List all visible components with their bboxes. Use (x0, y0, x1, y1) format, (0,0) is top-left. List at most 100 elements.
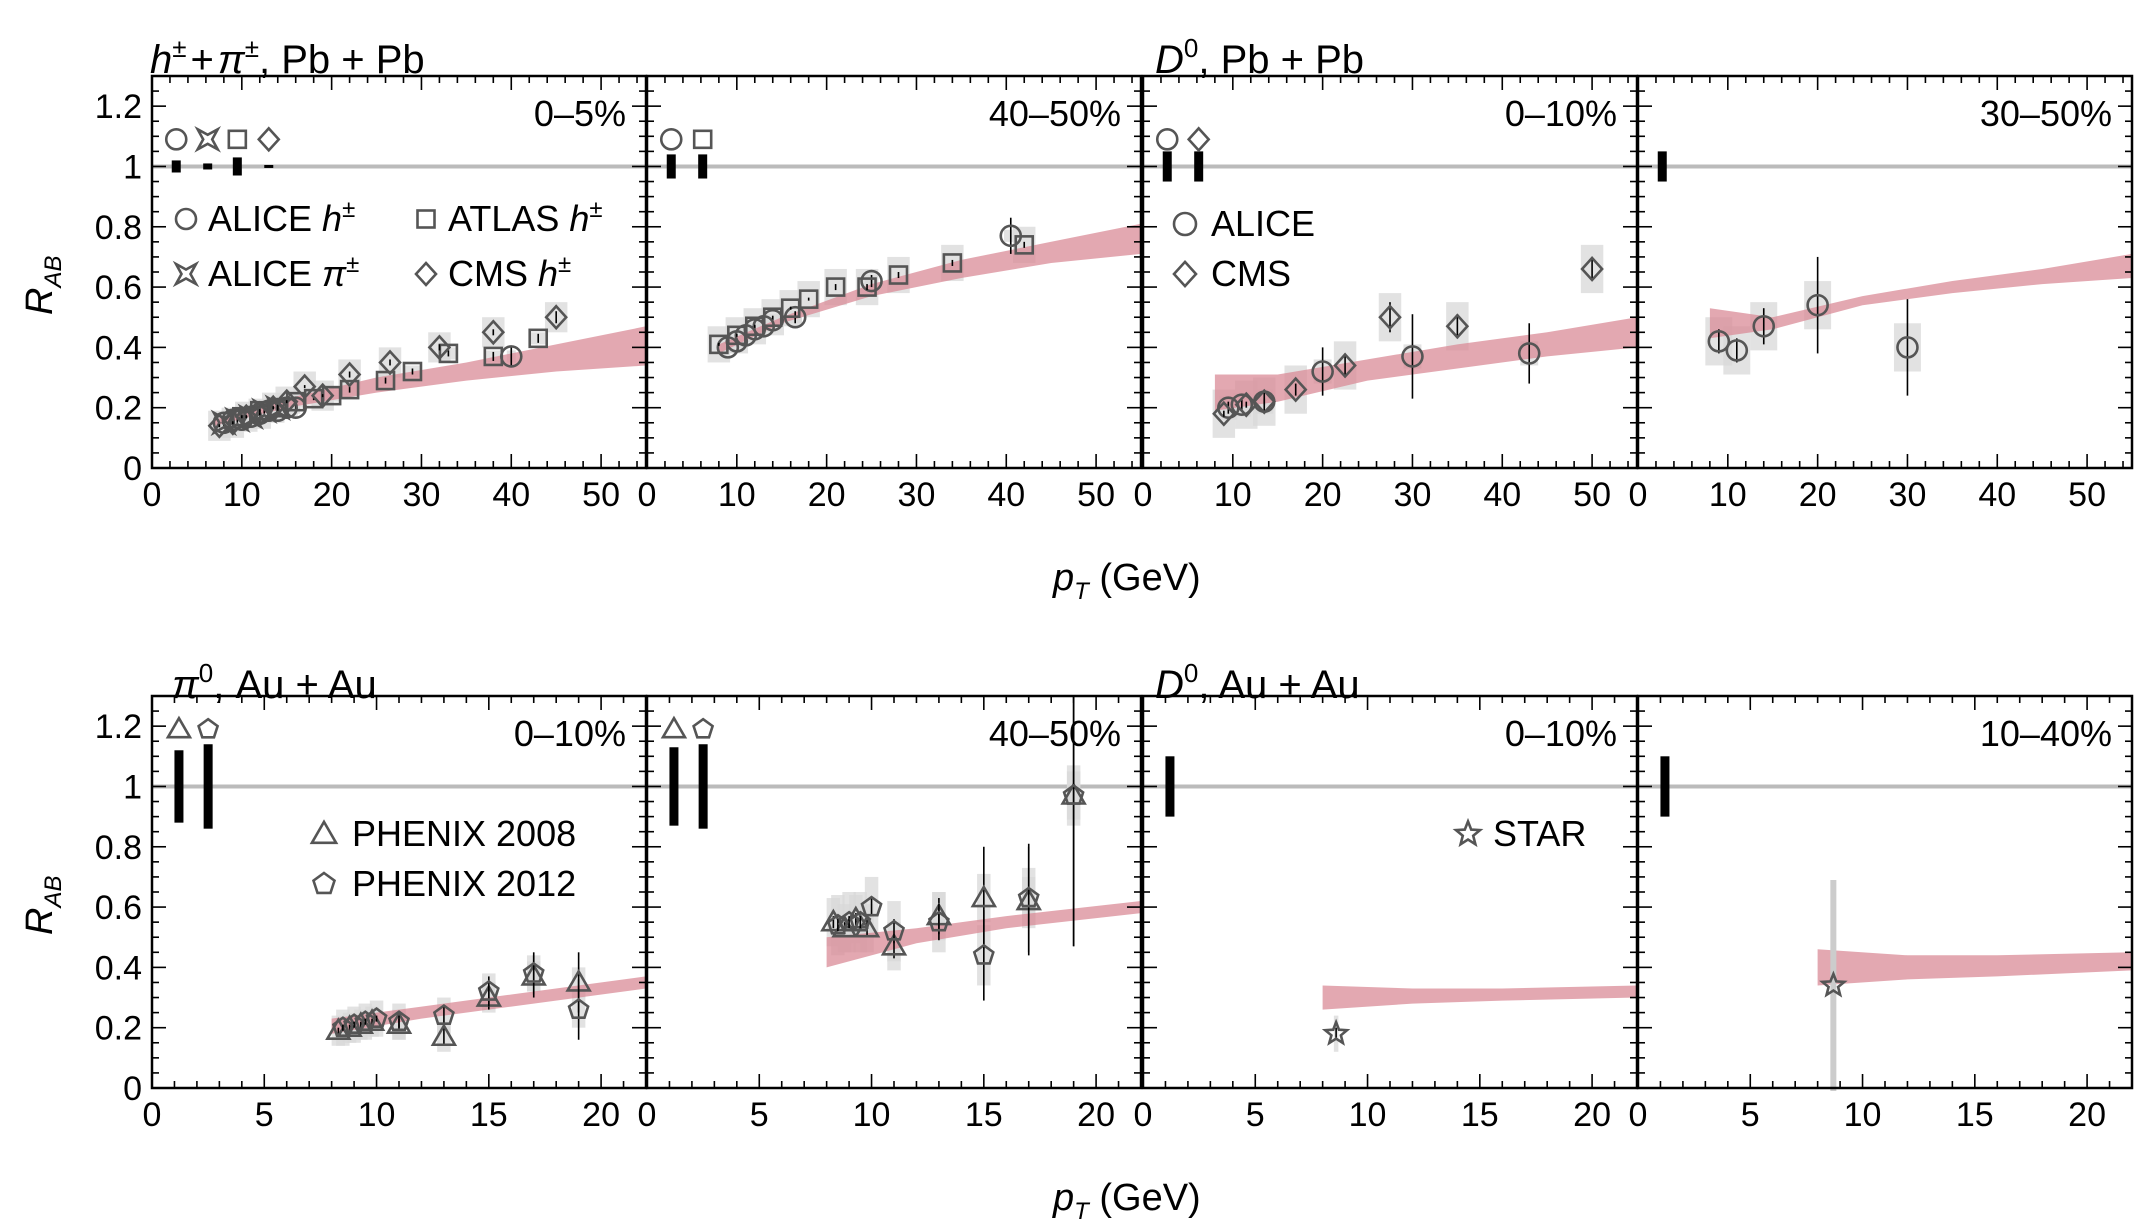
x-tick-label: 10 (1844, 1096, 1882, 1134)
x-tick-label: 10 (1214, 476, 1252, 514)
marker-diamond (1212, 400, 1236, 427)
marker-pentagon (860, 895, 883, 917)
marker-circle (1752, 314, 1776, 338)
marker-circle (1806, 293, 1829, 317)
x-tick-label: 10 (718, 476, 756, 514)
x-tick-label: 10 (853, 1096, 891, 1134)
panel-top-2: 0 10 20 30 40 50 40–50% (638, 74, 1143, 514)
marker-circle (1725, 339, 1749, 362)
legend-marker-pentagon (311, 871, 337, 895)
marker-pentagon (477, 979, 500, 1001)
centrality-label: 0–10% (1505, 93, 1617, 134)
panel-bottom-3: 0 5 10 15 20 0–10% STAR (1134, 694, 1639, 1134)
legend-label: ALICE π± (208, 251, 359, 294)
x-tick-label: 10 (358, 1096, 396, 1134)
legend-label: PHENIX 2008 (352, 813, 576, 854)
legend-label: CMS h± (448, 251, 571, 294)
marker-triangle (325, 1017, 352, 1041)
marker-triangle (385, 1011, 413, 1034)
panel-top-3: 0 10 20 30 40 50 0–10% ALICE CMS (1134, 74, 1639, 514)
title-top-right: D0, Pb + Pb (1155, 33, 1364, 82)
x-tick-label: 20 (313, 476, 351, 514)
x-tick-label: 5 (1741, 1096, 1760, 1134)
norm-uncertainty (666, 154, 676, 179)
x-tick-label: 0 (1134, 1096, 1153, 1134)
marker-triangle (853, 914, 881, 938)
x-tick-label: 50 (1077, 476, 1115, 514)
marker-diamond (1252, 388, 1277, 415)
marker-square (528, 328, 549, 349)
x-tick-label: 5 (1246, 1096, 1265, 1134)
marker-pentagon (1017, 886, 1040, 908)
x-tick-label: 30 (1394, 476, 1432, 514)
legend-marker-diamond (414, 261, 438, 287)
marker-diamond (427, 334, 452, 361)
y-tick-label: 1.2 (95, 88, 142, 126)
norm-marker-square (227, 129, 248, 150)
norm-uncertainty (174, 750, 184, 823)
marker-triangle (430, 1023, 458, 1047)
centrality-label: 40–50% (989, 713, 1121, 754)
norm-uncertainty (1660, 756, 1670, 817)
centrality-label: 10–40% (1980, 713, 2112, 754)
panel-frame (645, 694, 1143, 1090)
y-tick-label: 1.2 (95, 708, 142, 746)
marker-diamond (544, 304, 568, 331)
norm-marker-pentagon (197, 717, 220, 739)
panel-bottom-4: 0 5 10 15 20 10–40% (1629, 694, 2134, 1134)
y-axis-label-top: RAB (19, 256, 67, 315)
marker-circle (1517, 342, 1541, 365)
marker-square (1014, 235, 1035, 255)
marker-pentagon (567, 997, 590, 1020)
marker-star4 (264, 394, 292, 421)
x-tick-label: 0 (1134, 476, 1153, 514)
marker-diamond (274, 388, 299, 415)
marker-diamond (1234, 391, 1259, 418)
centrality-label: 30–50% (1980, 93, 2112, 134)
legend-marker-triangle (309, 819, 339, 845)
norm-uncertainty (203, 163, 213, 170)
centrality-label: 0–10% (514, 713, 626, 754)
norm-marker-triangle (165, 715, 193, 739)
title-bottom-left: π0, Au + Au (172, 658, 377, 707)
marker-diamond (1333, 352, 1357, 379)
marker-circle (1896, 336, 1919, 359)
y-tick-label: 1 (123, 768, 142, 806)
y-tick-label: 0.6 (95, 269, 142, 307)
centrality-label: 0–5% (534, 93, 626, 134)
panel-top-4: 0 10 20 30 40 50 30–50% (1629, 74, 2134, 514)
x-tick-label: 20 (1799, 476, 1837, 514)
x-tick-label: 0 (1629, 476, 1648, 514)
marker-triangle (880, 932, 908, 956)
marker-pentagon (927, 910, 950, 932)
norm-uncertainty (171, 160, 181, 173)
x-tick-label: 30 (898, 476, 936, 514)
marker-pentagon (331, 1016, 354, 1038)
norm-marker-circle (164, 128, 188, 151)
x-tick-label: 50 (2068, 476, 2106, 514)
legend-label: ATLAS h± (448, 196, 603, 239)
x-tick-label: 40 (1978, 476, 2016, 514)
marker-diamond (481, 319, 506, 346)
marker-circle (1311, 360, 1334, 383)
x-tick-label: 15 (965, 1096, 1003, 1134)
y-tick-label: 0.4 (95, 329, 142, 367)
marker-pentagon (882, 919, 906, 941)
marker-star5 (1819, 970, 1848, 998)
norm-marker-pentagon (692, 717, 715, 739)
y-tick-label: 0.4 (95, 949, 142, 987)
theory-band (1817, 949, 2132, 986)
norm-marker-diamond (1186, 126, 1211, 153)
x-tick-label: 15 (1461, 1096, 1499, 1134)
marker-pentagon (365, 1006, 388, 1028)
legend-marker-star4 (172, 260, 200, 288)
marker-square (402, 361, 423, 382)
y-tick-label: 0 (123, 450, 142, 488)
marker-circle (1230, 393, 1254, 416)
x-tick-label: 0 (143, 476, 162, 514)
title-top-left: h± + π±, Pb + Pb (150, 33, 425, 82)
y-tick-label: 0 (123, 1070, 142, 1108)
y-tick-label: 0.2 (95, 390, 142, 428)
